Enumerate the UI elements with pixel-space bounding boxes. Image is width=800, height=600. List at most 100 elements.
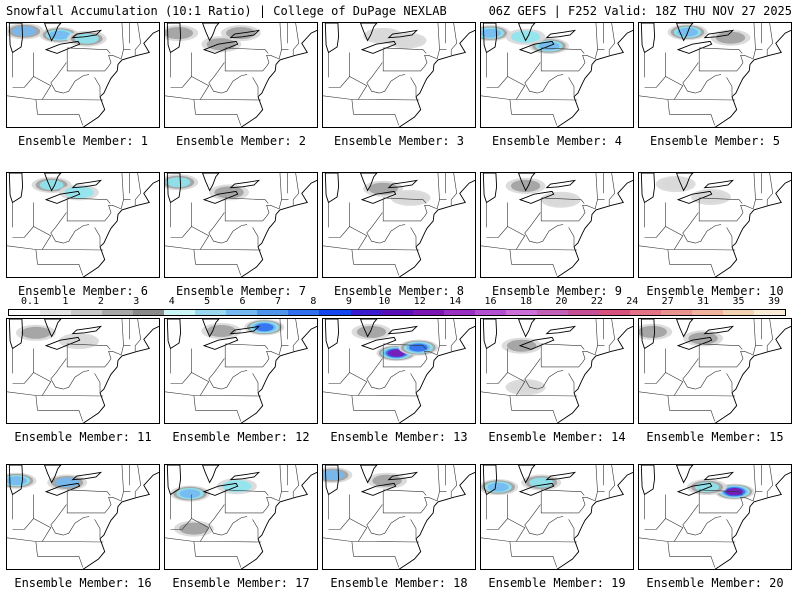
state-border (509, 395, 512, 411)
state-border (481, 95, 578, 101)
state-border (328, 226, 368, 250)
state-border (134, 173, 142, 206)
lake-outline (202, 40, 239, 54)
state-border (37, 556, 84, 568)
legend-swatch (505, 310, 537, 315)
lake-outline (640, 23, 656, 54)
coastline (398, 325, 475, 423)
state-border (486, 372, 526, 396)
coastline (240, 471, 317, 569)
state-border (353, 114, 400, 126)
lake-outline (518, 190, 555, 204)
lake-outline (360, 465, 378, 484)
state-border (450, 465, 458, 498)
state-border (208, 62, 248, 94)
lake-outline (703, 179, 735, 189)
snowfall-patch (15, 324, 56, 341)
legend-tick-label: 12 (413, 296, 426, 307)
state-border (766, 319, 774, 352)
lake-outline (482, 319, 498, 350)
state-border (450, 319, 458, 352)
ensemble-member-map (480, 172, 634, 278)
state-border (481, 245, 578, 251)
state-border (94, 227, 101, 246)
state-border (12, 372, 52, 396)
legend-swatch (319, 310, 351, 315)
coastline (82, 325, 159, 423)
ensemble-member-map (164, 318, 318, 424)
state-border (383, 47, 427, 54)
ensemble-member-label: Ensemble Member: 1 (17, 134, 149, 148)
state-border (12, 518, 52, 542)
ensemble-member-label: Ensemble Member: 14 (488, 430, 626, 444)
coastline (398, 471, 475, 569)
ensemble-member-label: Ensemble Member: 10 (646, 284, 784, 298)
legend-swatch (629, 310, 661, 315)
snowfall-patch (7, 472, 37, 489)
state-border (511, 264, 558, 276)
state-border (639, 245, 736, 251)
state-border (752, 465, 756, 501)
legend-tick-label: 4 (168, 296, 175, 307)
lake-outline (202, 465, 220, 484)
state-border (698, 491, 754, 514)
lake-outline (545, 29, 577, 39)
ensemble-member-map (638, 318, 792, 424)
legend-swatch (226, 310, 258, 315)
legend-tick-label: 9 (345, 296, 352, 307)
snowfall-patch (655, 176, 696, 193)
lake-outline (44, 319, 62, 338)
state-border (436, 23, 440, 59)
state-border (278, 23, 282, 59)
ensemble-member-map (322, 22, 476, 128)
state-border (50, 212, 90, 244)
state-border (323, 245, 420, 251)
lake-outline (324, 319, 340, 350)
state-border (594, 23, 598, 59)
legend-tick-label: 5 (204, 296, 211, 307)
lake-outline (166, 465, 182, 496)
snowfall-patch (390, 189, 431, 206)
legend-tick-label: 31 (697, 296, 710, 307)
ensemble-member-map (6, 172, 160, 278)
lake-outline (166, 23, 182, 54)
state-border (292, 23, 300, 56)
member-map-svg (481, 319, 633, 423)
state-border (608, 23, 616, 56)
state-border (726, 227, 733, 246)
state-border (541, 197, 585, 204)
member-map-svg (639, 319, 791, 423)
legend-tick-label: 0.1 (20, 296, 40, 307)
ensemble-member-map (480, 22, 634, 128)
ensemble-member-label: Ensemble Member: 11 (14, 430, 152, 444)
snowfall-patch (165, 174, 199, 191)
state-border (608, 465, 616, 498)
legend-swatch (164, 310, 196, 315)
state-border (165, 537, 262, 543)
lake-outline (44, 23, 62, 42)
state-border (568, 77, 575, 96)
lake-outline (676, 319, 694, 338)
ensemble-member-label: Ensemble Member: 3 (333, 134, 465, 148)
lake-outline (482, 173, 498, 204)
lake-outline (324, 23, 340, 54)
state-border (382, 345, 438, 368)
state-border (669, 114, 716, 126)
state-border (541, 489, 585, 496)
state-border (481, 391, 578, 397)
state-border (323, 95, 420, 101)
state-border (669, 556, 716, 568)
ensemble-member-label: Ensemble Member: 2 (175, 134, 307, 148)
state-border (699, 47, 743, 54)
lake-outline (640, 319, 656, 350)
state-border (195, 114, 242, 126)
state-border (224, 491, 280, 514)
state-border (639, 391, 736, 397)
state-border (450, 173, 458, 206)
ensemble-member-map (322, 464, 476, 570)
state-border (170, 226, 210, 250)
lake-outline (71, 29, 103, 39)
ensemble-member-label: Ensemble Member: 16 (14, 576, 152, 590)
lake-outline (71, 471, 103, 481)
state-border (752, 173, 756, 209)
